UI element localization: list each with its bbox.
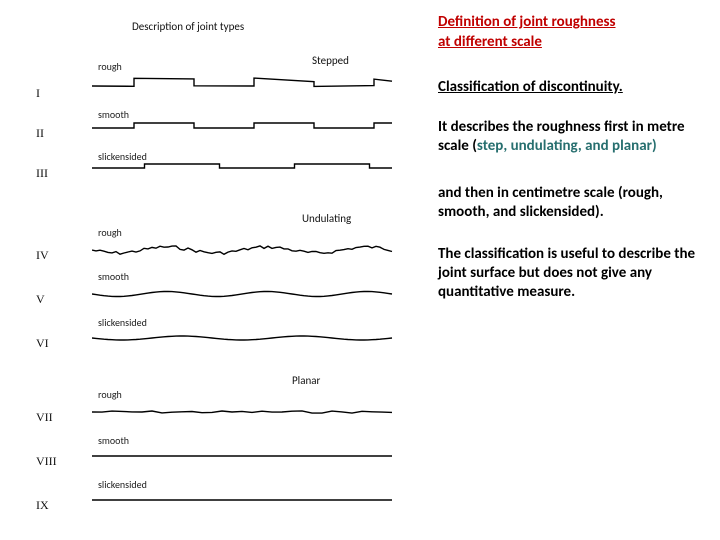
roman-numeral: I xyxy=(36,86,40,101)
roman-numeral: VI xyxy=(36,336,49,351)
group-label: Undulating xyxy=(302,212,351,225)
paragraph-cm-scale: and then in centimetre scale (rough, smo… xyxy=(438,184,698,222)
profile-line xyxy=(72,446,412,466)
roman-numeral: V xyxy=(36,292,45,307)
roman-numeral: IV xyxy=(36,248,49,263)
group-label: Stepped xyxy=(312,54,349,67)
roman-numeral: II xyxy=(36,126,44,141)
paragraph-usefulness: The classification is useful to describe… xyxy=(438,245,698,301)
roman-numeral: VIII xyxy=(36,454,57,469)
profile-sub-label: rough xyxy=(98,226,122,239)
profile-line xyxy=(72,118,412,138)
roman-numeral: III xyxy=(36,166,48,181)
profile-sub-label: rough xyxy=(98,60,122,73)
paragraph-metre-scale: It describes the roughness first in metr… xyxy=(438,118,698,156)
profile-sub-label: smooth xyxy=(98,270,129,283)
profile-line xyxy=(72,76,412,96)
profile-line xyxy=(72,158,412,178)
profile-line xyxy=(72,402,412,422)
profile-line xyxy=(72,490,412,510)
explanatory-text: Definition of joint roughness at differe… xyxy=(438,12,698,302)
roman-numeral: VII xyxy=(36,410,53,425)
profile-line xyxy=(72,284,412,304)
title-line1: Definition of joint roughness xyxy=(438,13,616,31)
profile-sub-label: rough xyxy=(98,388,122,401)
roman-numeral: IX xyxy=(36,498,49,513)
profile-line xyxy=(72,240,412,260)
heading-classification: Classification of discontinuity. xyxy=(438,78,698,97)
title-line2: at different scale xyxy=(438,33,542,51)
title: Definition of joint roughness at differe… xyxy=(438,12,698,52)
group-label: Planar xyxy=(292,374,320,387)
diagram-title: Description of joint types xyxy=(132,20,244,33)
profile-line xyxy=(72,328,412,348)
